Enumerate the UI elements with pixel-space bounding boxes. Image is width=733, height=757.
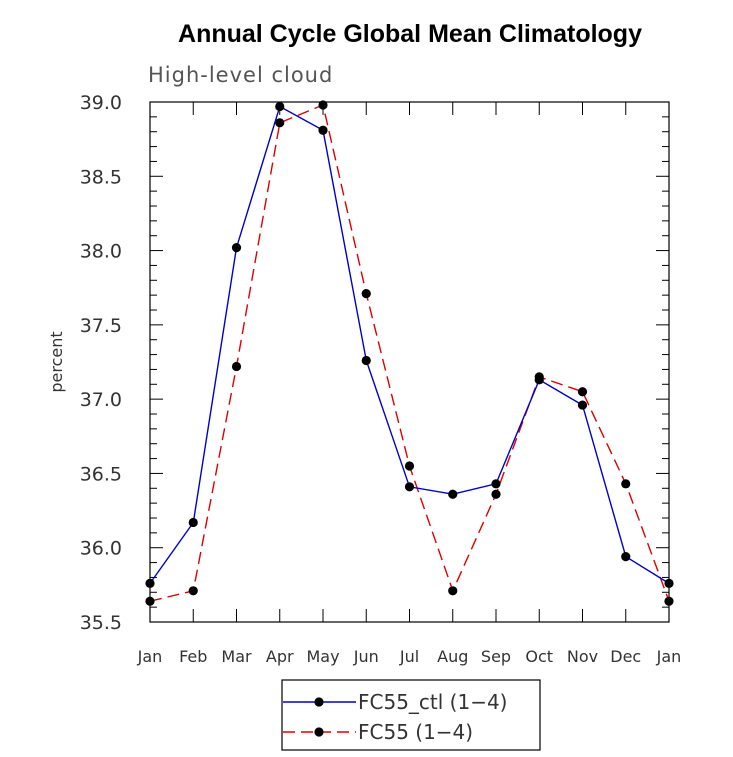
- series-2-point: [318, 100, 328, 110]
- series-2-point: [491, 489, 501, 499]
- series-group: [145, 100, 674, 606]
- x-tick-label: Dec: [610, 647, 641, 666]
- series-2-point: [361, 289, 371, 299]
- series-2-point: [621, 479, 631, 489]
- x-tick-label: Apr: [266, 647, 294, 666]
- series-1-point: [231, 243, 242, 253]
- series-1-point: [404, 482, 415, 492]
- legend-box: [281, 679, 541, 751]
- chart-subtitle: High-level cloud: [148, 63, 333, 87]
- series-1-point: [361, 355, 371, 366]
- y-tick-label: 37.0: [80, 389, 122, 411]
- y-tick-label: 36.5: [80, 463, 122, 485]
- x-tick-label: Jan: [137, 647, 163, 666]
- series-1-point: [318, 125, 328, 135]
- x-tick-label: Sep: [481, 647, 511, 666]
- series-2-point: [188, 586, 198, 596]
- series-2-point: [275, 118, 285, 128]
- series-1-point: [577, 400, 588, 410]
- y-tick-label: 38.0: [80, 241, 122, 263]
- series-line-1: [149, 105, 670, 584]
- series-2-point: [577, 387, 588, 397]
- x-tick-label: Jul: [399, 647, 419, 666]
- x-tick-label: May: [306, 647, 339, 666]
- y-tick-label: 38.5: [80, 166, 122, 188]
- series-1-point: [145, 578, 155, 588]
- x-tick-label: Jun: [353, 647, 379, 666]
- axis-ticks: 35.5 36.0 36.5 37.0 37.5 38.0 38.5 39.0 Jan Feb Ma…: [80, 92, 682, 666]
- series-2-point: [404, 461, 415, 471]
- x-tick-label: Oct: [525, 647, 553, 666]
- y-tick-label: 39.0: [80, 92, 122, 114]
- series-1-point: [621, 552, 631, 562]
- legend-label-2: FC55 (1−4): [358, 720, 473, 744]
- series-2-point: [231, 361, 242, 372]
- legend-label-1: FC55_ctl (1−4): [358, 690, 507, 714]
- series-1-point: [448, 489, 458, 499]
- x-tick-label: Aug: [437, 647, 468, 666]
- y-tick-label: 36.0: [80, 538, 122, 560]
- legend: FC55_ctl (1−4) FC55 (1−4): [281, 679, 541, 751]
- series-line-2: [149, 104, 670, 602]
- series-2-point: [448, 586, 458, 596]
- series-1-point: [491, 479, 501, 489]
- x-tick-label: Jan: [656, 647, 682, 666]
- x-tick-label: Mar: [221, 647, 252, 666]
- chart-title: Annual Cycle Global Mean Climatology: [178, 20, 642, 48]
- series-1-point: [534, 375, 544, 385]
- series-1-point: [275, 101, 285, 112]
- plot-frame: [149, 101, 670, 623]
- series-1-point: [188, 517, 198, 528]
- series-2-point: [145, 596, 155, 606]
- y-axis-label: percent: [47, 331, 66, 392]
- series-1-point: [664, 578, 674, 588]
- legend-marker-1: [314, 697, 324, 707]
- x-tick-label: Nov: [567, 647, 598, 666]
- legend-marker-2: [314, 727, 324, 737]
- series-2-point: [664, 596, 674, 606]
- y-tick-label: 35.5: [80, 612, 122, 634]
- x-tick-label: Feb: [179, 647, 207, 666]
- legend-items: FC55_ctl (1−4) FC55 (1−4): [283, 690, 507, 744]
- y-tick-label: 37.5: [80, 315, 122, 337]
